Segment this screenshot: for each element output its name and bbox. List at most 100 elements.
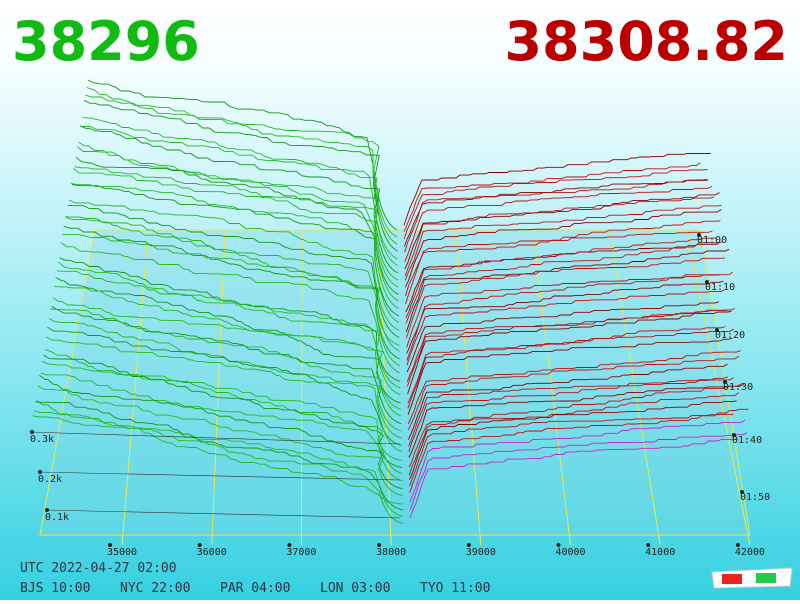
price-label: 39000 xyxy=(466,547,496,558)
bid-depth-line xyxy=(47,326,402,446)
tick-dot xyxy=(705,280,709,284)
ask-depth-line xyxy=(408,400,737,480)
ask-depth-line xyxy=(409,432,748,511)
bid-depth-line xyxy=(51,305,402,425)
ask-depth-line xyxy=(408,392,739,476)
ask-depth-line xyxy=(406,301,720,373)
time-label: 01:20 xyxy=(715,330,745,341)
ask-depth-line xyxy=(406,307,735,387)
tick-dot xyxy=(646,543,651,547)
ask-depth-line xyxy=(404,204,722,281)
bid-depth-line xyxy=(52,297,402,417)
ask-depth-line xyxy=(405,248,730,333)
ask-depth-line xyxy=(406,271,734,361)
grid-line xyxy=(300,231,303,546)
tick-dot xyxy=(740,490,744,494)
ask-depth-line xyxy=(404,196,715,277)
bid-depth-line xyxy=(74,166,399,302)
bid-depth-line xyxy=(81,125,399,266)
utc-time: UTC 2022-04-27 02:00 xyxy=(20,561,177,576)
ask-depth-line xyxy=(405,237,717,319)
price-label: 37000 xyxy=(286,547,316,558)
bid-depth-line xyxy=(55,277,401,404)
bid-depth-line xyxy=(44,348,402,462)
bid-depth-line xyxy=(86,86,398,238)
ask-depth-line xyxy=(407,310,732,395)
bid-depth-line xyxy=(70,182,400,323)
bid-depth-line xyxy=(32,415,404,525)
ask-depth-line xyxy=(403,162,701,232)
depth-line xyxy=(44,509,401,519)
bid-depth-line xyxy=(39,375,403,490)
bid-depth-line xyxy=(56,270,401,396)
ask-price: 38308.82 xyxy=(504,10,788,73)
price-label: 38000 xyxy=(376,547,406,558)
bid-depth-line xyxy=(71,184,400,317)
depth-label: 0.3k xyxy=(30,434,54,445)
tick-dot xyxy=(287,543,292,547)
tick-dot xyxy=(38,470,42,474)
ask-depth-line xyxy=(407,328,735,409)
city-times: BJS 10:00 NYC 22:00 PAR 04:00 LON 03:00 TYO … xyxy=(20,581,490,596)
bid-depth-line xyxy=(72,168,399,309)
price-label: 40000 xyxy=(555,547,585,558)
tick-dot xyxy=(45,508,49,512)
ask-depth-line xyxy=(408,363,728,440)
ask-depth-line xyxy=(409,419,746,503)
floor xyxy=(39,229,751,536)
tick-dot xyxy=(735,543,740,547)
city-time: TYO 11:00 xyxy=(420,581,490,596)
bid-depth-line xyxy=(82,116,398,260)
depth-line xyxy=(37,471,401,481)
ask-depth-line xyxy=(406,274,721,348)
tick-dot xyxy=(30,430,34,434)
bid-depth-line xyxy=(87,79,398,231)
depth-label: 0.2k xyxy=(38,474,62,485)
ask-depth-line xyxy=(408,383,742,468)
bid-depth-line xyxy=(78,141,399,281)
grid-line xyxy=(378,231,392,546)
bid-depth-line xyxy=(37,385,403,497)
bid-depth-line xyxy=(33,410,404,517)
city-time: PAR 04:00 xyxy=(220,581,290,596)
depth-label: 0.1k xyxy=(45,512,69,523)
bid-depth-line xyxy=(76,146,399,288)
price-label: 42000 xyxy=(735,547,765,558)
ask-depth-line xyxy=(403,153,711,226)
city-time: NYC 22:00 xyxy=(120,581,190,596)
tick-dot xyxy=(715,328,719,332)
bid-depth-line xyxy=(79,125,399,274)
bid-depth-line xyxy=(63,225,400,360)
ask-depth-line xyxy=(405,230,713,305)
bid-depth-line xyxy=(43,354,402,468)
ask-depth-line xyxy=(405,241,723,324)
ask-depth-line xyxy=(409,408,749,494)
grid-line xyxy=(609,231,661,546)
bid-depth-line xyxy=(75,156,399,295)
ask-depth-line xyxy=(406,280,724,354)
bid-depth-line xyxy=(62,233,401,367)
bid-price: 38296 xyxy=(12,10,200,73)
ask-depth-line xyxy=(408,383,744,458)
bid-depth-line xyxy=(50,308,402,432)
ask-depth-line xyxy=(404,209,722,288)
tick-dot xyxy=(723,380,727,384)
city-time: LON 03:00 xyxy=(320,581,390,596)
time-label: 01:00 xyxy=(697,235,727,246)
bid-depth-line xyxy=(67,204,400,338)
price-label: 36000 xyxy=(197,547,227,558)
3d-glasses-icon xyxy=(711,567,793,589)
ask-depth-line xyxy=(404,178,707,253)
ask-depth-line xyxy=(409,439,738,519)
time-label: 01:10 xyxy=(705,282,735,293)
bid-depth-line xyxy=(83,99,398,252)
bid-depth-line xyxy=(41,360,403,474)
time-label: 01:30 xyxy=(723,382,753,393)
bid-depth-line xyxy=(45,336,402,453)
ask-depth-line xyxy=(407,350,741,424)
price-label: 35000 xyxy=(107,547,137,558)
bid-depth-line xyxy=(85,94,398,245)
bid-depth-line xyxy=(36,400,403,505)
